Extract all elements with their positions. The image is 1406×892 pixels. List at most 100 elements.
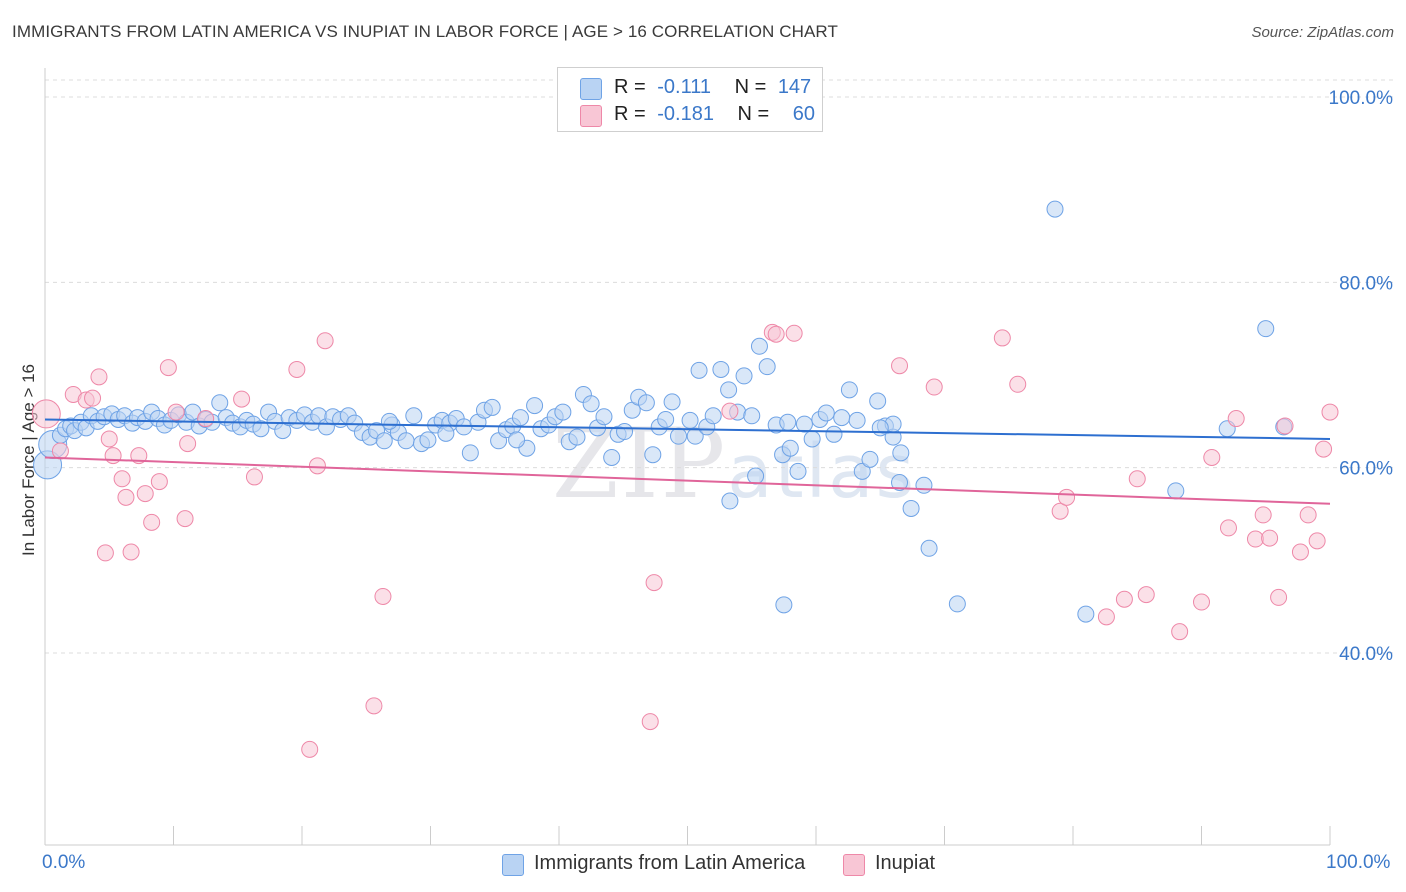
point-inupiat <box>1315 440 1333 458</box>
point-latin-america <box>869 392 887 410</box>
point-inupiat <box>84 389 102 407</box>
y-tick-label: 100.0% <box>1329 88 1394 109</box>
point-inupiat <box>721 402 739 420</box>
point-inupiat <box>1299 506 1317 524</box>
bottom-legend-label: Inupiat <box>875 852 936 874</box>
point-inupiat <box>891 357 909 375</box>
point-inupiat <box>113 470 131 488</box>
point-inupiat <box>1219 519 1237 537</box>
point-inupiat <box>1115 590 1133 608</box>
point-inupiat <box>100 430 118 448</box>
bottom-legend-swatch <box>502 854 524 876</box>
trendline-inupiat <box>44 456 1331 505</box>
point-latin-america <box>511 409 529 427</box>
point-latin-america <box>750 337 768 355</box>
point-inupiat <box>1097 608 1115 626</box>
legend-r-value: -0.111 <box>657 76 711 98</box>
legend-n-value: 60 <box>792 103 816 125</box>
legend-n-value: 147 <box>777 76 812 98</box>
point-latin-america <box>781 439 799 457</box>
point-inupiat <box>143 513 161 531</box>
y-tick-label: 80.0% <box>1339 273 1393 294</box>
point-inupiat <box>1171 623 1189 641</box>
point-inupiat <box>51 442 69 460</box>
y-tick-label: 40.0% <box>1339 644 1393 665</box>
point-inupiat <box>90 368 108 386</box>
point-inupiat <box>641 713 659 731</box>
point-latin-america <box>840 381 858 399</box>
legend-r-label: R = <box>614 76 646 98</box>
point-latin-america <box>871 419 889 437</box>
point-inupiat <box>1246 530 1264 548</box>
point-inupiat <box>104 447 122 465</box>
point-inupiat <box>150 473 168 491</box>
point-inupiat <box>96 544 114 562</box>
point-latin-america <box>948 595 966 613</box>
point-inupiat <box>1193 593 1210 611</box>
point-inupiat <box>925 378 943 396</box>
point-latin-america <box>825 425 843 443</box>
point-latin-america <box>603 448 621 466</box>
y-tick-label: 60.0% <box>1339 459 1393 480</box>
point-latin-america <box>211 394 229 412</box>
chart-title: IMMIGRANTS FROM LATIN AMERICA VS INUPIAT… <box>12 22 838 41</box>
point-inupiat <box>645 574 663 592</box>
point-latin-america <box>1167 482 1185 500</box>
point-inupiat <box>785 324 803 342</box>
point-latin-america <box>902 499 920 517</box>
point-inupiat <box>197 410 215 428</box>
x-axis-min-label: 0.0% <box>42 852 86 873</box>
point-inupiat <box>1137 586 1155 604</box>
point-latin-america <box>848 411 866 429</box>
point-inupiat <box>117 488 135 506</box>
point-latin-america <box>686 427 704 445</box>
point-latin-america <box>508 431 526 449</box>
point-latin-america <box>595 408 613 426</box>
point-inupiat <box>1270 588 1288 606</box>
point-inupiat <box>31 399 61 429</box>
point-latin-america <box>252 420 270 438</box>
trendline-latin-america <box>44 418 1331 440</box>
point-latin-america <box>1046 200 1064 218</box>
point-latin-america <box>795 415 813 433</box>
point-inupiat <box>159 359 177 377</box>
point-latin-america <box>743 407 761 425</box>
point-latin-america <box>817 404 835 422</box>
point-latin-america <box>375 432 393 450</box>
point-inupiat <box>993 329 1011 347</box>
point-latin-america <box>461 444 479 462</box>
point-latin-america <box>803 430 821 448</box>
point-latin-america <box>833 409 851 427</box>
bottom-legend-swatch <box>843 854 865 876</box>
point-latin-america <box>397 432 415 450</box>
point-latin-america <box>735 367 753 385</box>
point-latin-america <box>920 539 938 557</box>
point-latin-america <box>681 411 699 429</box>
point-latin-america <box>789 462 807 480</box>
point-inupiat <box>767 325 785 343</box>
point-inupiat <box>167 403 185 421</box>
point-inupiat <box>1261 529 1279 547</box>
point-inupiat <box>233 390 251 408</box>
point-latin-america <box>568 428 586 446</box>
point-latin-america <box>616 423 634 441</box>
point-inupiat <box>179 435 197 453</box>
point-inupiat <box>245 468 263 486</box>
point-inupiat <box>1227 410 1245 428</box>
point-latin-america <box>891 473 909 491</box>
point-inupiat <box>136 485 154 503</box>
point-inupiat <box>301 740 319 758</box>
point-inupiat <box>1254 506 1272 524</box>
point-latin-america <box>657 410 675 428</box>
point-latin-america <box>853 462 871 480</box>
point-inupiat <box>1308 532 1326 550</box>
point-inupiat <box>1291 543 1309 561</box>
point-inupiat <box>1009 375 1027 393</box>
point-latin-america <box>419 431 437 449</box>
point-latin-america <box>582 395 600 413</box>
point-inupiat <box>130 447 148 465</box>
point-inupiat <box>1058 488 1076 506</box>
point-inupiat <box>308 457 326 475</box>
point-latin-america <box>779 413 797 431</box>
